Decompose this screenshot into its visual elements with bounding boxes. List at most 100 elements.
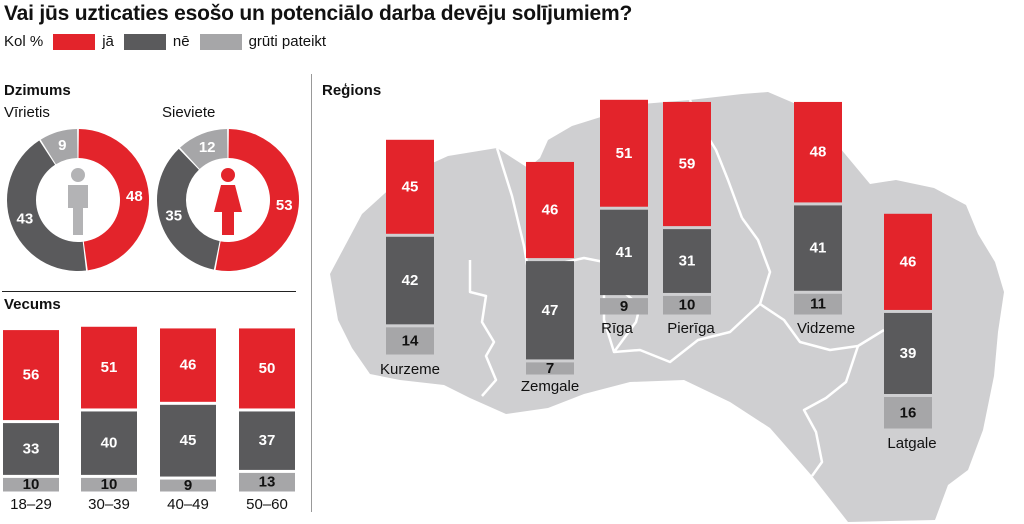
section-title-gender: Dzimums bbox=[4, 82, 71, 99]
region-bar-kurzeme-grūti-pateikt bbox=[386, 327, 434, 355]
region-category-label-zemgale: Zemgale bbox=[521, 378, 579, 395]
female-person-icon bbox=[214, 168, 242, 235]
age-bar-30-39-grūti-pateikt bbox=[81, 477, 137, 492]
region-bar-kurzeme-nē bbox=[386, 236, 434, 325]
age-value-50-60-grūti-pateikt: 13 bbox=[259, 474, 276, 491]
legend-unit: Kol % bbox=[4, 33, 44, 50]
age-value-50-60-nē: 37 bbox=[259, 432, 276, 449]
section-title-regions: Reģions bbox=[322, 82, 382, 99]
region-value-latgale-grūti-pateikt: 16 bbox=[900, 404, 917, 421]
donut-sieviete-value-grūti-pateikt: 12 bbox=[199, 139, 216, 156]
column-divider bbox=[311, 74, 312, 512]
region-category-label-kurzeme: Kurzeme bbox=[380, 361, 440, 378]
region-value-vidzeme-nē: 41 bbox=[810, 240, 827, 257]
donut-vīrietis-slice-nē bbox=[7, 140, 87, 271]
region-value-latgale-nē: 39 bbox=[900, 345, 917, 362]
legend-swatch-yes bbox=[53, 33, 96, 50]
region-bar-vidzeme-grūti-pateikt bbox=[794, 293, 842, 315]
age-value-40-49-grūti-pateikt: 9 bbox=[184, 477, 192, 494]
border-kurzeme bbox=[468, 260, 498, 397]
age-value-40-49-jā: 46 bbox=[180, 357, 197, 374]
donut-vīrietis-slice-grūti-pateikt bbox=[40, 129, 78, 165]
age-category-label-30-39: 30–39 bbox=[88, 496, 130, 513]
region-bar-rīga-grūti-pateikt bbox=[600, 298, 648, 315]
age-bar-50-60-nē bbox=[239, 411, 295, 470]
region-value-kurzeme-jā: 45 bbox=[402, 178, 419, 195]
age-value-18-29-grūti-pateikt: 10 bbox=[23, 476, 40, 493]
age-bar-40-49-nē bbox=[160, 404, 216, 477]
donut-vīrietis-value-nē: 43 bbox=[16, 211, 33, 228]
border-latgale bbox=[802, 345, 860, 477]
donut-sieviete-value-nē: 35 bbox=[165, 207, 182, 224]
age-bar-40-49-grūti-pateikt bbox=[160, 479, 216, 492]
region-bar-latgale-nē bbox=[884, 312, 932, 395]
section-divider bbox=[2, 291, 296, 292]
donut-vīrietis-value-grūti-pateikt: 9 bbox=[58, 137, 66, 154]
region-value-rīga-jā: 51 bbox=[616, 145, 633, 162]
border-pieriga bbox=[602, 217, 772, 364]
region-bar-latgale-grūti-pateikt bbox=[884, 397, 932, 429]
region-value-rīga-grūti-pateikt: 9 bbox=[620, 298, 628, 315]
age-value-30-39-jā: 51 bbox=[101, 359, 118, 376]
legend-swatch-no bbox=[123, 33, 166, 50]
age-value-30-39-nē: 40 bbox=[101, 435, 118, 452]
region-value-pierīga-grūti-pateikt: 10 bbox=[679, 297, 696, 314]
region-value-zemgale-nē: 47 bbox=[542, 302, 559, 319]
region-value-zemgale-jā: 46 bbox=[542, 202, 559, 219]
region-bar-vidzeme-nē bbox=[794, 205, 842, 291]
age-bar-18-29-nē bbox=[3, 423, 59, 475]
age-bar-18-29-grūti-pateikt bbox=[3, 477, 59, 492]
region-value-vidzeme-jā: 48 bbox=[810, 144, 827, 161]
donut-sieviete-value-jā: 53 bbox=[276, 197, 293, 214]
donut-sieviete-slice-grūti-pateikt bbox=[180, 129, 228, 170]
region-value-kurzeme-nē: 42 bbox=[402, 272, 419, 289]
region-value-zemgale-grūti-pateikt: 7 bbox=[546, 360, 554, 377]
age-value-40-49-nē: 45 bbox=[180, 432, 197, 449]
age-bar-40-49-jā bbox=[160, 328, 216, 402]
legend-label-yes: jā bbox=[102, 33, 114, 50]
legend: Kol % jā nē grūti pateikt bbox=[4, 33, 326, 50]
region-value-rīga-nē: 41 bbox=[616, 244, 633, 261]
donut-sieviete-slice-nē bbox=[157, 148, 220, 270]
age-category-label-50-60: 50–60 bbox=[246, 496, 288, 513]
region-category-label-vidzeme: Vidzeme bbox=[797, 320, 855, 337]
region-bar-rīga-jā bbox=[600, 99, 648, 207]
region-bar-zemgale-nē bbox=[526, 261, 574, 360]
gender-label-male: Vīrietis bbox=[4, 104, 50, 121]
region-bar-pierīga-grūti-pateikt bbox=[663, 295, 711, 315]
age-bar-18-29-jā bbox=[3, 330, 59, 421]
region-bar-zemgale-jā bbox=[526, 161, 574, 259]
region-bar-latgale-jā bbox=[884, 213, 932, 310]
age-value-18-29-nē: 33 bbox=[23, 440, 40, 457]
region-value-pierīga-nē: 31 bbox=[679, 253, 696, 270]
border-vidzeme bbox=[759, 302, 885, 352]
age-bar-30-39-nē bbox=[81, 411, 137, 475]
section-title-age: Vecums bbox=[4, 296, 61, 313]
region-bar-pierīga-jā bbox=[663, 101, 711, 227]
age-category-label-40-49: 40–49 bbox=[167, 496, 209, 513]
region-bar-kurzeme-jā bbox=[386, 139, 434, 234]
age-bar-50-60-grūti-pateikt bbox=[239, 472, 295, 492]
region-category-label-latgale: Latgale bbox=[887, 435, 936, 452]
legend-label-hard-to-say: grūti pateikt bbox=[248, 33, 327, 50]
gender-label-female: Sieviete bbox=[162, 104, 216, 121]
region-bar-pierīga-nē bbox=[663, 229, 711, 293]
region-value-vidzeme-grūti-pateikt: 11 bbox=[810, 296, 826, 313]
region-category-label-pierīga: Pierīga bbox=[667, 320, 715, 337]
region-bar-zemgale-grūti-pateikt bbox=[526, 362, 574, 375]
male-person-icon bbox=[68, 168, 88, 235]
donut-vīrietis-value-jā: 48 bbox=[126, 188, 143, 205]
region-bar-rīga-nē bbox=[600, 209, 648, 296]
chart-title: Vai jūs uzticaties esošo un potenciālo d… bbox=[4, 2, 633, 25]
donut-sieviete-slice-jā bbox=[215, 129, 299, 272]
region-bar-vidzeme-jā bbox=[794, 101, 842, 203]
age-value-50-60-jā: 50 bbox=[259, 360, 276, 377]
region-category-label-rīga: Rīga bbox=[601, 320, 633, 337]
region-value-kurzeme-grūti-pateikt: 14 bbox=[402, 332, 419, 349]
donut-vīrietis-slice-jā bbox=[78, 129, 149, 271]
age-value-18-29-jā: 56 bbox=[23, 367, 40, 384]
legend-label-no: nē bbox=[172, 33, 190, 50]
region-value-latgale-jā: 46 bbox=[900, 253, 917, 270]
age-value-30-39-grūti-pateikt: 10 bbox=[101, 476, 118, 493]
